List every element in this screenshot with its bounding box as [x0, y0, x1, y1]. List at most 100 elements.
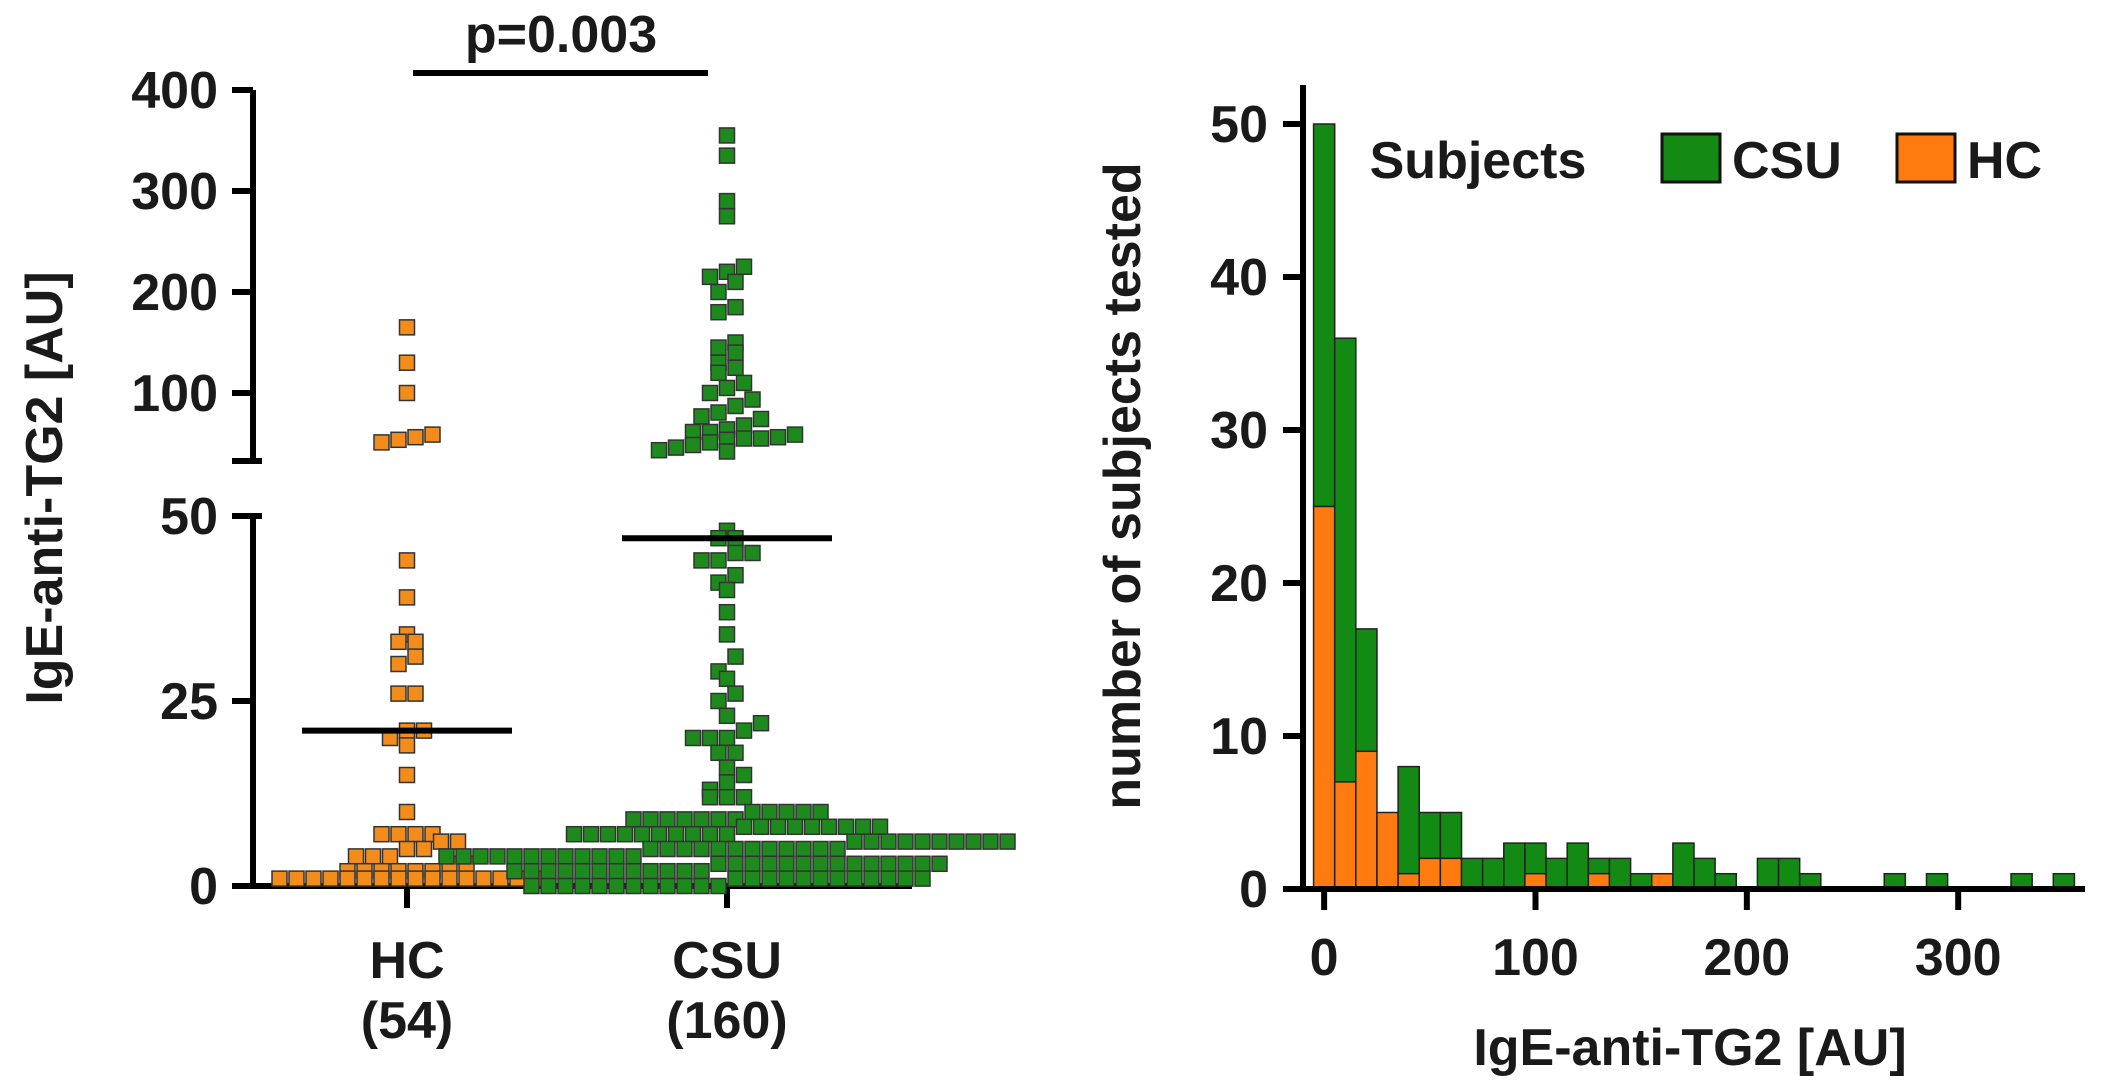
- csu-data-point: [803, 818, 821, 836]
- csu-data-point: [727, 344, 744, 361]
- csu-data-point: [718, 707, 736, 725]
- hist-x-tick-label: 200: [1703, 929, 1790, 987]
- csu-data-point: [625, 848, 642, 865]
- csu-data-point: [752, 818, 770, 836]
- hc-data-point: [449, 833, 467, 850]
- csu-data-point: [744, 803, 761, 821]
- hc-data-point: [415, 840, 433, 858]
- csu-bar: [1439, 811, 1463, 860]
- csu-data-point: [795, 840, 812, 858]
- hc-data-point: [364, 848, 382, 865]
- hc-data-point: [373, 434, 390, 451]
- csu-data-point: [693, 408, 710, 425]
- csu-bar: [1355, 628, 1378, 753]
- csu-data-point: [718, 192, 736, 210]
- csu-data-point: [523, 877, 540, 895]
- legend-swatch-hc: [1895, 132, 1957, 184]
- csu-data-point: [727, 840, 744, 858]
- csu-data-point: [744, 840, 761, 858]
- csu-data-point: [608, 862, 625, 880]
- csu-data-point: [744, 391, 761, 408]
- csu-data-point: [718, 208, 736, 225]
- csu-data-point: [735, 818, 753, 836]
- hc-data-point: [407, 870, 424, 887]
- p-value-annotation: p=0.003: [465, 6, 657, 64]
- csu-data-point: [880, 833, 897, 850]
- csu-data-point: [693, 862, 710, 880]
- y-ticks: 0 25 50 100 200 300 400: [131, 62, 253, 916]
- csu-data-point: [778, 870, 795, 887]
- hc-data-point: [390, 633, 407, 651]
- hc-data-point: [407, 428, 424, 446]
- y-tick-label: 25: [160, 673, 218, 731]
- hc-data-point: [398, 319, 416, 336]
- csu-data-point: [659, 840, 676, 858]
- csu-data-point: [812, 870, 829, 887]
- csu-data-point: [506, 862, 523, 880]
- csu-data-point: [718, 729, 736, 747]
- csu-bar: [1608, 857, 1632, 890]
- csu-data-point: [718, 127, 736, 144]
- csu-data-point: [897, 833, 914, 850]
- csu-bar: [1566, 842, 1590, 890]
- csu-bar: [1777, 857, 1801, 890]
- csu-data-point: [591, 877, 608, 895]
- csu-data-point: [778, 803, 795, 821]
- csu-data-point: [506, 848, 523, 865]
- hc-data-point: [398, 552, 416, 569]
- category-n-hc: (54): [361, 992, 453, 1050]
- csu-data-point: [718, 379, 736, 397]
- csu-data-point: [846, 870, 863, 887]
- hc-data-point: [356, 870, 373, 887]
- hc-data-point: [373, 870, 390, 887]
- csu-bar: [1693, 857, 1716, 890]
- csu-data-point: [982, 833, 999, 850]
- csu-data-point: [727, 298, 744, 316]
- hc-data-point: [407, 648, 424, 665]
- csu-data-point: [727, 273, 744, 291]
- csu-data-point: [735, 766, 753, 784]
- csu-data-point: [735, 374, 753, 392]
- csu-data-point: [684, 729, 702, 747]
- y-tick-label: 0: [189, 858, 218, 916]
- csu-data-point: [752, 430, 770, 447]
- csu-data-point: [540, 862, 557, 880]
- csu-data-point: [625, 862, 642, 880]
- csu-bar: [1333, 337, 1357, 783]
- csu-data-point: [718, 603, 736, 621]
- hist-y-axis-label: number of subjects tested: [1094, 162, 1152, 809]
- csu-data-point: [778, 840, 795, 858]
- csu-data-point: [837, 818, 855, 836]
- csu-data-point: [897, 855, 914, 873]
- hc-bar: [1333, 781, 1357, 890]
- dot-plot-panel: 0 25 50 100 200 300 400 IgE-anti-TG2 [AU] p=0.…: [16, 6, 1016, 1050]
- csu-data-point: [931, 833, 948, 850]
- csu-data-point: [582, 825, 600, 843]
- csu-data-point: [718, 626, 736, 643]
- csu-data-point: [761, 870, 778, 887]
- legend-label-csu: CSU: [1732, 132, 1842, 190]
- csu-data-point: [914, 855, 931, 873]
- hc-data-point: [390, 825, 407, 843]
- csu-data-point: [489, 848, 506, 865]
- csu-bar: [1503, 842, 1526, 890]
- category-n-csu: (160): [666, 992, 787, 1050]
- legend: Subjects CSU HC: [1370, 132, 2042, 190]
- csu-data-point: [718, 788, 736, 806]
- csu-data-point: [727, 744, 744, 762]
- hc-data-point: [390, 431, 407, 449]
- hc-data-point: [407, 685, 424, 702]
- csu-data-point: [608, 848, 625, 865]
- csu-data-point: [608, 877, 625, 895]
- csu-data-point: [650, 825, 668, 843]
- csu-data-point: [761, 855, 778, 873]
- hist-x-tick-label: 100: [1492, 929, 1579, 987]
- csu-bar: [1312, 123, 1336, 508]
- csu-data-point: [795, 803, 812, 821]
- csu-data-point: [472, 848, 489, 865]
- csu-data-point: [642, 877, 659, 895]
- csu-data-point: [710, 552, 727, 569]
- csu-data-point: [829, 855, 846, 873]
- hist-y-tick-label: 10: [1210, 708, 1268, 766]
- csu-data-point: [667, 825, 685, 843]
